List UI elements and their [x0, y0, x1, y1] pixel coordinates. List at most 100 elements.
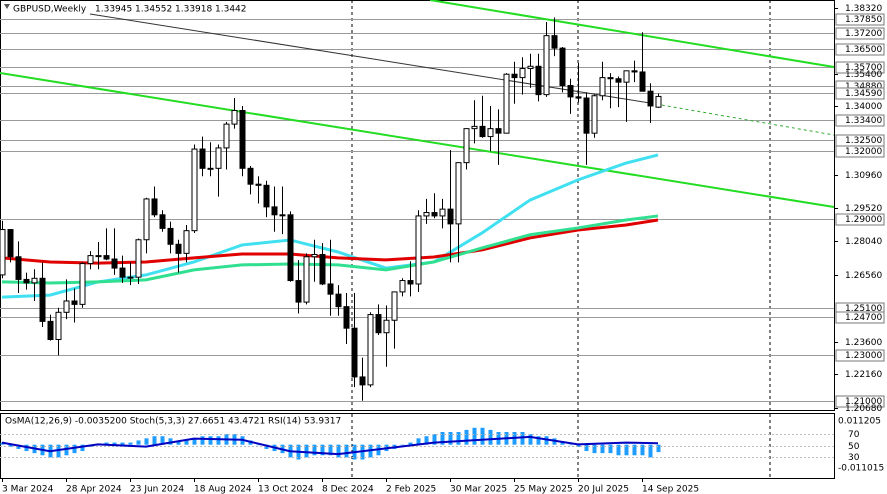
osma-bar — [416, 438, 421, 445]
osma-bar — [64, 444, 69, 456]
trend-line — [89, 13, 651, 104]
osma-bar — [328, 444, 333, 456]
osma-bar — [432, 434, 437, 445]
osma-bar — [648, 444, 653, 458]
x-tick-label: 20 Jul 2025 — [578, 485, 629, 494]
y-tick-label: 1.34000 — [845, 102, 882, 112]
candle-body — [191, 148, 198, 232]
x-tick-label: 18 Aug 2024 — [194, 485, 252, 494]
candle-body — [527, 65, 534, 70]
osma-bar — [264, 444, 269, 449]
candle-body — [31, 277, 38, 284]
candle-body — [319, 253, 326, 285]
candle-body — [15, 256, 22, 280]
candle-body — [239, 109, 246, 169]
osma-bar — [320, 444, 325, 456]
osma-bar — [560, 442, 565, 445]
rsi-tick-label: 70 — [848, 430, 860, 440]
candle-body — [359, 376, 366, 386]
osma-bar — [424, 436, 429, 445]
candle-body — [127, 276, 134, 279]
candle-body — [447, 208, 454, 225]
level-label: 1.36500 — [845, 45, 882, 55]
moving-average — [1, 214, 659, 285]
candle-body — [511, 73, 518, 79]
rsi-tick-label: 30 — [848, 453, 860, 463]
candle-body — [567, 85, 574, 98]
candle-body — [383, 319, 390, 334]
candle-body — [95, 255, 102, 258]
candle-body — [255, 183, 262, 186]
y-tick-label: -0.011015 — [838, 464, 884, 474]
level-label: 1.33400 — [845, 116, 882, 126]
moving-average — [1, 153, 659, 299]
osma-bar — [576, 444, 581, 447]
candle-body — [23, 278, 30, 284]
candle-body — [151, 198, 158, 216]
osma-bar — [616, 444, 621, 456]
candle-body — [487, 128, 494, 138]
osma-bar — [192, 438, 197, 445]
osma-bar — [544, 436, 549, 445]
y-tick-label: 1.29520 — [845, 204, 882, 214]
osma-bar — [600, 444, 605, 454]
time-axis: 3 Mar 2024 28 Apr 2024 23 Jun 2024 18 Aug 2… — [2, 478, 699, 494]
candle-body — [375, 314, 382, 334]
title-icon — [4, 4, 10, 9]
y-tick-label: 1.28040 — [845, 237, 882, 247]
osma-bar — [112, 442, 117, 445]
osma-bar — [184, 440, 189, 445]
candle-body — [455, 162, 462, 225]
osma-bar — [464, 429, 469, 445]
level-label: 1.23000 — [845, 351, 882, 361]
candle-body — [407, 280, 414, 285]
level-label-box — [835, 61, 885, 74]
level-label-box — [835, 213, 885, 226]
rsi-line — [1, 435, 659, 456]
level-label: 1.25100 — [845, 304, 882, 314]
candle-body — [615, 78, 622, 83]
candle-body — [647, 90, 654, 107]
candle-body — [551, 35, 558, 49]
level-label: 1.32000 — [845, 147, 882, 157]
trend-lines — [0, 0, 835, 208]
level-label-box — [835, 395, 885, 408]
candle-body — [247, 167, 254, 185]
candle-body — [639, 71, 646, 92]
close-value: 1.3442 — [215, 5, 247, 15]
price-panel — [0, 0, 835, 411]
candle-body — [431, 212, 438, 217]
candle-body — [279, 214, 286, 217]
trend-line — [649, 102, 835, 136]
candle-body — [607, 77, 614, 80]
candle-body — [103, 255, 110, 260]
candle-body — [223, 123, 230, 149]
osma-bar — [80, 444, 85, 452]
osma-bar — [608, 444, 613, 454]
candle-body — [415, 215, 422, 285]
level-label: 1.34590 — [845, 89, 882, 99]
candle-body — [583, 97, 590, 134]
y-tick-label: 1.23600 — [845, 338, 882, 348]
osma-bar — [312, 444, 317, 456]
x-tick-label: 13 Oct 2024 — [258, 485, 314, 494]
candle-body — [479, 125, 486, 138]
osma-bar — [336, 444, 341, 458]
candle-body — [391, 291, 398, 321]
osma-bar — [160, 436, 165, 445]
x-tick-label: 23 Jun 2024 — [130, 485, 184, 494]
candle-body — [159, 214, 166, 229]
level-label: 1.34880 — [845, 82, 882, 92]
y-tick-label: 1.20680 — [845, 404, 882, 414]
osma-bar — [632, 444, 637, 456]
level-label-box — [835, 311, 885, 324]
rsi-tick-label: 50 — [848, 442, 860, 452]
candle-body — [303, 256, 310, 303]
level-label: 1.35700 — [845, 63, 882, 73]
osma-bar — [536, 436, 541, 445]
indicator-title: OsMA(12,26,9) -0.0035200 Stoch(5,3,3) 27… — [5, 417, 341, 427]
level-label: 1.24700 — [845, 313, 882, 323]
